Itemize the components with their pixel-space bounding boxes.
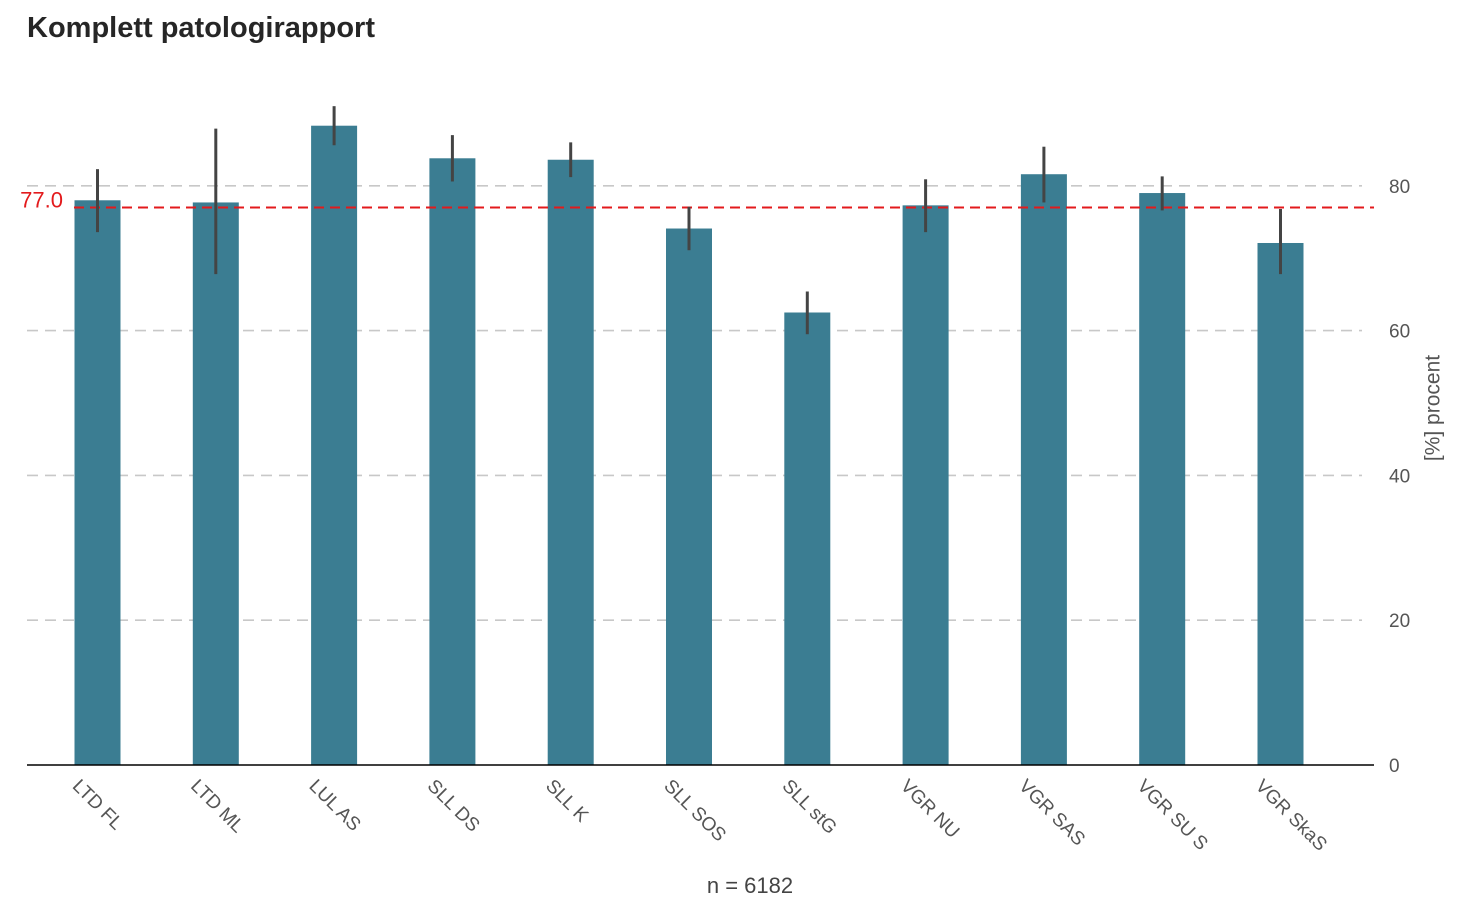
error-bars bbox=[96, 106, 1282, 335]
x-tick-label: SLL K bbox=[541, 776, 592, 827]
x-tick-label: VGR SU S bbox=[1133, 776, 1212, 855]
x-tick-label: VGR SkaS bbox=[1251, 776, 1331, 856]
bar-vgr-sas bbox=[1020, 174, 1067, 765]
x-tick-label: VGR SAS bbox=[1014, 776, 1089, 851]
x-tick-label: VGR NU bbox=[896, 776, 963, 843]
bar-ltd-fl bbox=[74, 200, 121, 765]
y-tick-labels: 0 20 40 60 80 bbox=[1389, 177, 1410, 777]
x-tick-label: SLL DS bbox=[423, 776, 484, 837]
bar-vgr-skas bbox=[1257, 242, 1304, 766]
y-tick-label: 20 bbox=[1389, 611, 1410, 632]
x-tick-label: SLL SOS bbox=[659, 776, 729, 846]
x-tick-label: LTD FL bbox=[68, 776, 127, 835]
x-tick-label: LTD ML bbox=[186, 776, 248, 838]
bar-sll-stg bbox=[784, 312, 831, 765]
x-tick-labels: LTD FL LTD ML LUL AS SLL DS SLL K SLL SOS SLL … bbox=[68, 776, 1331, 856]
bars bbox=[74, 125, 1304, 766]
bar-vgr-su-s bbox=[1139, 193, 1186, 766]
x-axis-label: n = 6182 bbox=[707, 873, 793, 898]
bar-sll-sos bbox=[666, 228, 712, 766]
y-tick-label: 0 bbox=[1389, 756, 1400, 777]
chart-title: Komplett patologirapport bbox=[27, 12, 375, 44]
bar-sll-k bbox=[547, 159, 594, 766]
y-tick-label: 60 bbox=[1389, 322, 1410, 343]
y-tick-label: 40 bbox=[1389, 466, 1410, 487]
bar-ltd-ml bbox=[192, 202, 239, 765]
y-axis-label: [%] procent bbox=[1422, 355, 1445, 461]
reference-line-label: 77.0 bbox=[20, 188, 63, 213]
bar-lul-as bbox=[311, 125, 358, 765]
y-tick-label: 80 bbox=[1389, 177, 1410, 198]
bar-vgr-nu bbox=[902, 205, 949, 765]
bar-sll-ds bbox=[429, 158, 476, 766]
x-tick-label: SLL stG bbox=[778, 776, 841, 839]
x-tick-label: LUL AS bbox=[305, 776, 365, 836]
reference-line-group: 77.0 bbox=[20, 188, 1374, 213]
